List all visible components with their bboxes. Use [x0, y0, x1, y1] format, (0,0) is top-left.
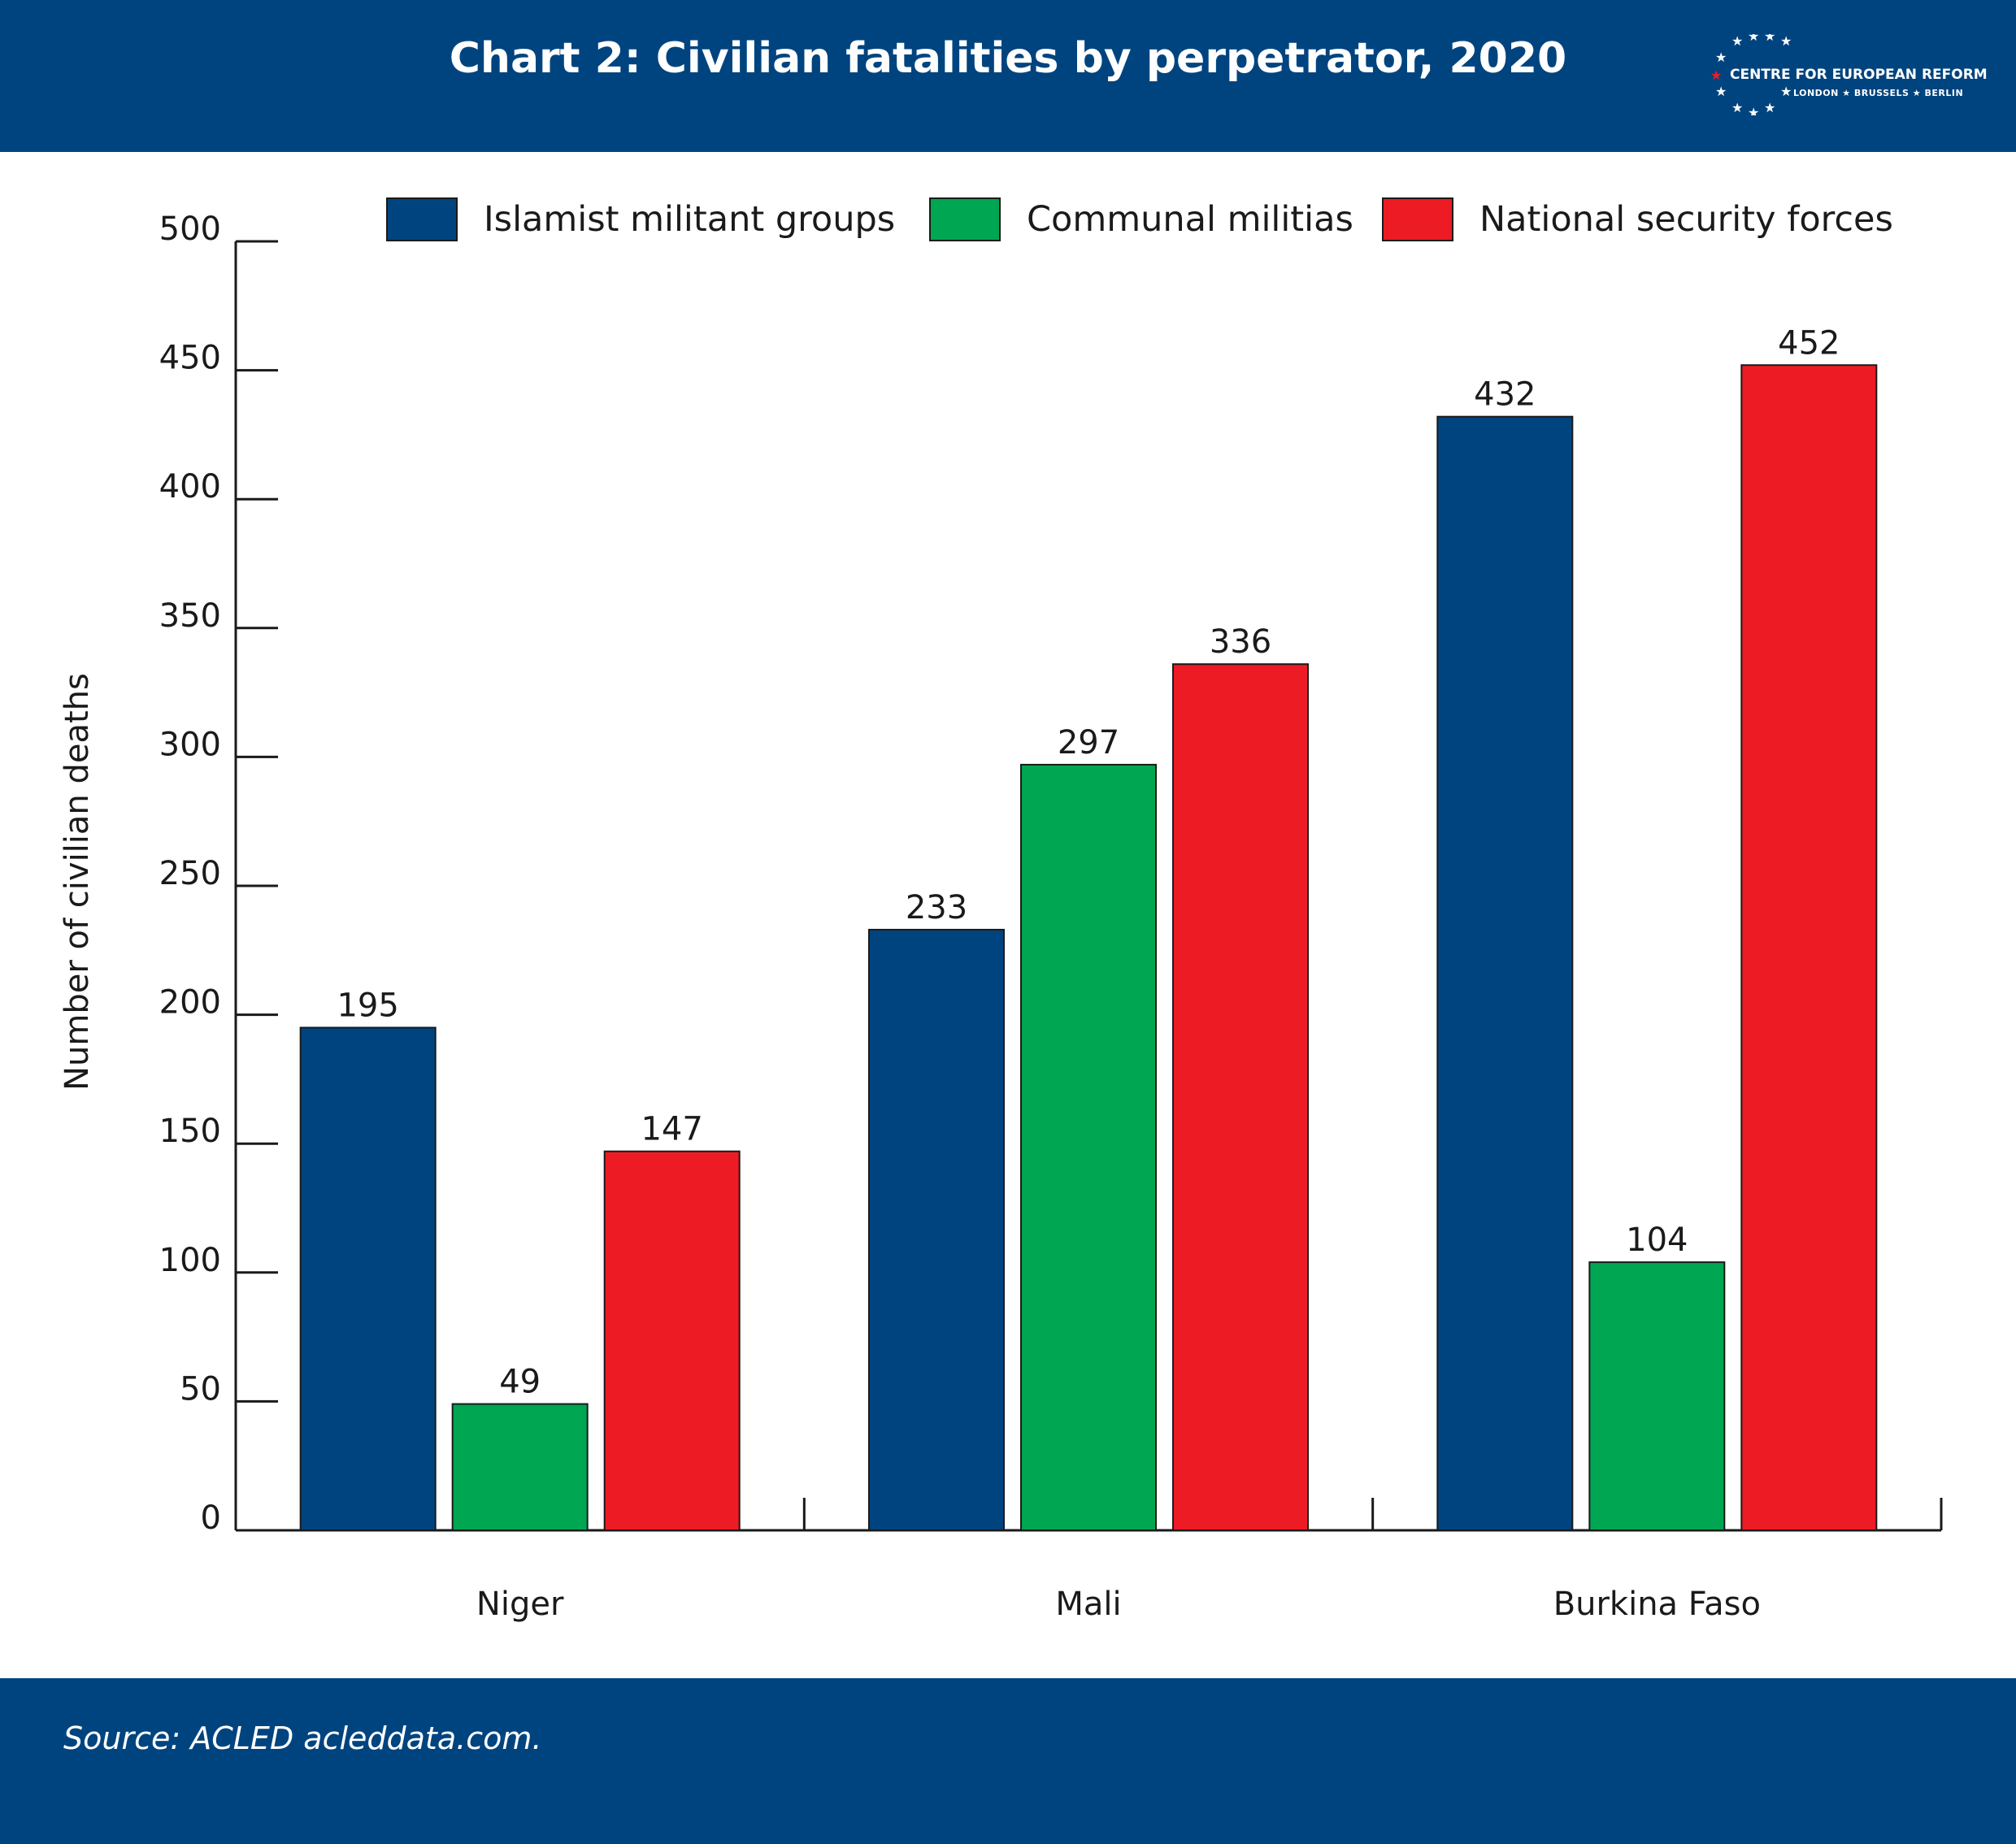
- legend-swatch-islamist: [386, 197, 458, 241]
- svg-text:★: ★: [1715, 50, 1727, 65]
- logo-subtext: LONDON ★ BRUSSELS ★ BERLIN: [1793, 88, 1964, 98]
- bar-value-label: 233: [906, 889, 967, 926]
- y-tick-label: 0: [201, 1499, 221, 1537]
- y-tick-label: 250: [159, 855, 221, 892]
- x-category-label: Burkina Faso: [1553, 1586, 1761, 1623]
- y-tick-label: 400: [159, 468, 221, 505]
- svg-text:★: ★: [1731, 34, 1743, 49]
- svg-text:★: ★: [1748, 34, 1759, 44]
- bar-value-label: 195: [337, 987, 398, 1024]
- bar-value-label: 49: [499, 1364, 541, 1401]
- x-category-label: Mali: [1055, 1586, 1121, 1623]
- legend-label-national: National security forces: [1479, 199, 1893, 240]
- svg-text:★: ★: [1710, 67, 1722, 83]
- bar-chart: 0 50 100 150 200 250 300 350 400 450 500 Number of …: [59, 210, 1943, 1623]
- legend-item-communal: Communal militias: [929, 195, 1353, 244]
- cer-logo: ★ ★ ★ ★ ★★ ★ ★ ★★ ★: [1710, 34, 1792, 115]
- bar-value-label: 336: [1210, 623, 1271, 661]
- svg-text:★: ★: [1780, 84, 1792, 99]
- bar: [1740, 364, 1878, 1532]
- bar-value-label: 147: [641, 1111, 702, 1148]
- y-tick-label: 450: [159, 340, 221, 377]
- y-tick-label: 50: [180, 1370, 221, 1408]
- svg-text:★: ★: [1715, 84, 1727, 99]
- bar-value-label: 452: [1778, 324, 1840, 362]
- legend: Islamist militant groups Communal militi…: [0, 195, 2016, 244]
- bar: [451, 1403, 589, 1532]
- svg-text:★: ★: [1780, 34, 1792, 49]
- svg-text:★: ★: [1731, 100, 1743, 115]
- legend-swatch-communal: [929, 197, 1001, 241]
- bar-value-label: 104: [1626, 1221, 1688, 1259]
- source-note: Source: ACLED acleddata.com.: [63, 1720, 542, 1756]
- y-tick-label: 500: [159, 210, 221, 248]
- bar: [1020, 763, 1157, 1531]
- bar-value-label: 432: [1474, 376, 1536, 414]
- bar: [1172, 663, 1309, 1531]
- y-tick-label: 300: [159, 726, 221, 763]
- legend-swatch-national: [1382, 197, 1453, 241]
- bar: [603, 1150, 741, 1531]
- y-tick-label: 100: [159, 1242, 221, 1279]
- logo-text: CENTRE FOR EUROPEAN REFORM: [1730, 67, 1988, 83]
- chart-title: Chart 2: Civilian fatalities by perpetra…: [449, 34, 1567, 83]
- y-tick-label: 150: [159, 1113, 221, 1150]
- bar-value-label: 297: [1058, 724, 1119, 761]
- header-bar: [0, 0, 2016, 152]
- x-category-label: Niger: [476, 1586, 564, 1623]
- y-tick-label: 200: [159, 984, 221, 1022]
- y-axis-label: Number of civilian deaths: [59, 673, 96, 1091]
- bar: [1436, 415, 1574, 1531]
- legend-label-communal: Communal militias: [1027, 199, 1353, 240]
- footer-bar: [0, 1678, 2016, 1844]
- legend-label-islamist: Islamist militant groups: [484, 199, 896, 240]
- legend-item-national: National security forces: [1382, 195, 1893, 244]
- svg-text:★: ★: [1764, 100, 1775, 115]
- svg-text:★: ★: [1748, 105, 1759, 115]
- svg-text:★: ★: [1764, 34, 1775, 44]
- legend-item-islamist: Islamist militant groups: [386, 195, 895, 244]
- y-tick-label: 350: [159, 597, 221, 635]
- bar: [868, 928, 1005, 1531]
- bar: [299, 1026, 437, 1531]
- bar: [1588, 1261, 1726, 1532]
